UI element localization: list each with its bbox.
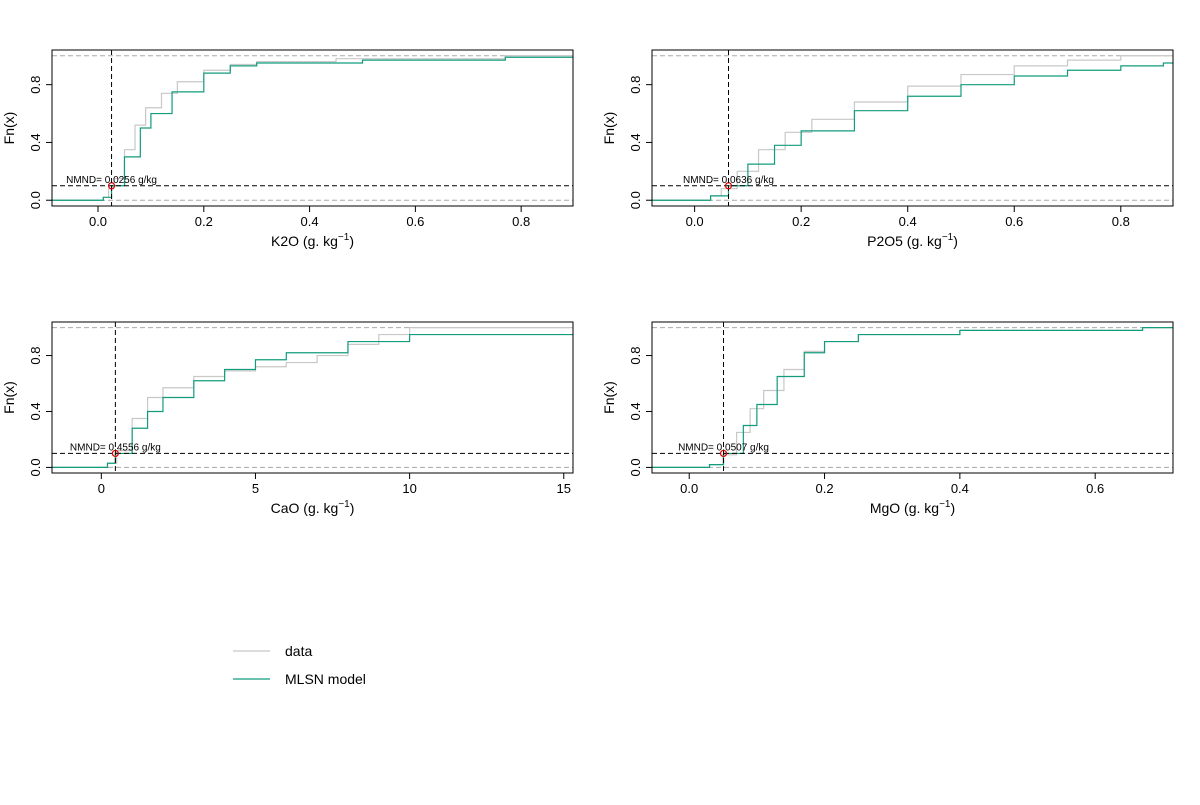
x-tick-label: 0.6: [406, 214, 424, 229]
nmnd-annotation: NMND= 0.0636 g/kg: [683, 175, 774, 186]
x-axis-label-exponent: −1: [338, 499, 350, 510]
legend: data MLSN model: [233, 643, 366, 687]
x-axis-label-main: P2O5 (g. kg: [867, 233, 942, 249]
x-axis-label: MgO (g. kg−1): [870, 499, 955, 516]
y-tick-label: 0.4: [28, 402, 43, 420]
y-tick-label: 0.8: [28, 76, 43, 94]
x-tick-label: 0.4: [951, 481, 969, 496]
x-tick-label: 0: [98, 481, 105, 496]
ecdf-line-model: [652, 326, 1173, 469]
y-axis-label: Fn(x): [601, 381, 617, 414]
y-axis-label: Fn(x): [1, 381, 17, 414]
x-axis-label-close: ): [349, 233, 354, 249]
y-tick-label: 0.0: [628, 191, 643, 209]
y-axis-label: Fn(x): [601, 112, 617, 145]
x-tick-label: 0.2: [792, 214, 810, 229]
ecdf-panel: NMND= 0.0636 g/kg 0.0 0.2 0.4 0.6 0.8 0.0 0.4 0.…: [601, 49, 1174, 249]
x-tick-label: 0.0: [680, 481, 698, 496]
nmnd-point: [719, 449, 728, 458]
x-tick-label: 0.6: [1005, 214, 1023, 229]
x-tick-label: 0.6: [1086, 481, 1104, 496]
x-tick-label: 15: [557, 481, 571, 496]
x-axis-label-exponent: −1: [338, 232, 350, 243]
x-axis-label: CaO (g. kg−1): [271, 499, 355, 516]
x-axis-label-main: CaO (g. kg: [271, 500, 339, 516]
nmnd-annotation: NMND= 0.0256 g/kg: [66, 175, 157, 186]
ecdf-line-model: [652, 62, 1173, 201]
x-axis-label-close: ): [953, 233, 958, 249]
nmnd-point: [107, 182, 116, 190]
ecdf-line-data: [52, 55, 573, 201]
x-tick-label: 0.4: [899, 214, 917, 229]
nmnd-point: [724, 182, 733, 190]
ecdf-panel: NMND= 0.0256 g/kg 0.0 0.2 0.4 0.6 0.8 0.0 0.4 0.…: [1, 49, 574, 249]
ecdf-line-model: [52, 333, 573, 469]
y-axis-label: Fn(x): [1, 112, 17, 145]
x-tick-label: 0.8: [512, 214, 530, 229]
x-tick-label: 0.0: [686, 214, 704, 229]
x-tick-label: 0.2: [195, 214, 213, 229]
ecdf-panel: NMND= 0.0507 g/kg 0.0 0.2 0.4 0.6 0.0 0.4 0.8 Fn…: [601, 321, 1174, 516]
legend-label-model: MLSN model: [285, 671, 366, 687]
x-axis-label-main: MgO (g. kg: [870, 500, 939, 516]
x-tick-label: 10: [402, 481, 416, 496]
x-axis-label-close: ): [350, 500, 355, 516]
y-tick-label: 0.0: [28, 458, 43, 476]
y-tick-label: 0.8: [628, 76, 643, 94]
x-axis-label: P2O5 (g. kg−1): [867, 232, 958, 249]
x-axis-label-exponent: −1: [942, 232, 954, 243]
x-tick-label: 5: [252, 481, 259, 496]
y-tick-label: 0.4: [628, 133, 643, 151]
x-tick-label: 0.4: [301, 214, 319, 229]
y-tick-label: 0.4: [28, 133, 43, 151]
y-tick-label: 0.8: [28, 347, 43, 365]
nmnd-point: [111, 449, 119, 458]
y-tick-label: 0.8: [628, 347, 643, 365]
legend-label-data: data: [285, 643, 312, 659]
ecdf-panel: NMND= 0.4556 g/kg 0 5 10 15 0.0 0.4 0.8 Fn(x) CaO…: [1, 321, 574, 516]
ecdf-line-data: [652, 55, 1173, 201]
x-axis-label-exponent: −1: [939, 499, 951, 510]
x-tick-label: 0.2: [815, 481, 833, 496]
y-tick-label: 0.0: [28, 191, 43, 209]
y-tick-label: 0.0: [628, 458, 643, 476]
x-axis-label-close: ): [950, 500, 955, 516]
y-tick-label: 0.4: [628, 402, 643, 420]
nmnd-annotation: NMND= 0.4556 g/kg: [70, 442, 161, 453]
x-tick-label: 0.0: [89, 214, 107, 229]
x-axis-label: K2O (g. kg−1): [271, 232, 354, 249]
x-axis-label-main: K2O (g. kg: [271, 233, 338, 249]
x-tick-label: 0.8: [1112, 214, 1130, 229]
nmnd-annotation: NMND= 0.0507 g/kg: [678, 442, 769, 453]
